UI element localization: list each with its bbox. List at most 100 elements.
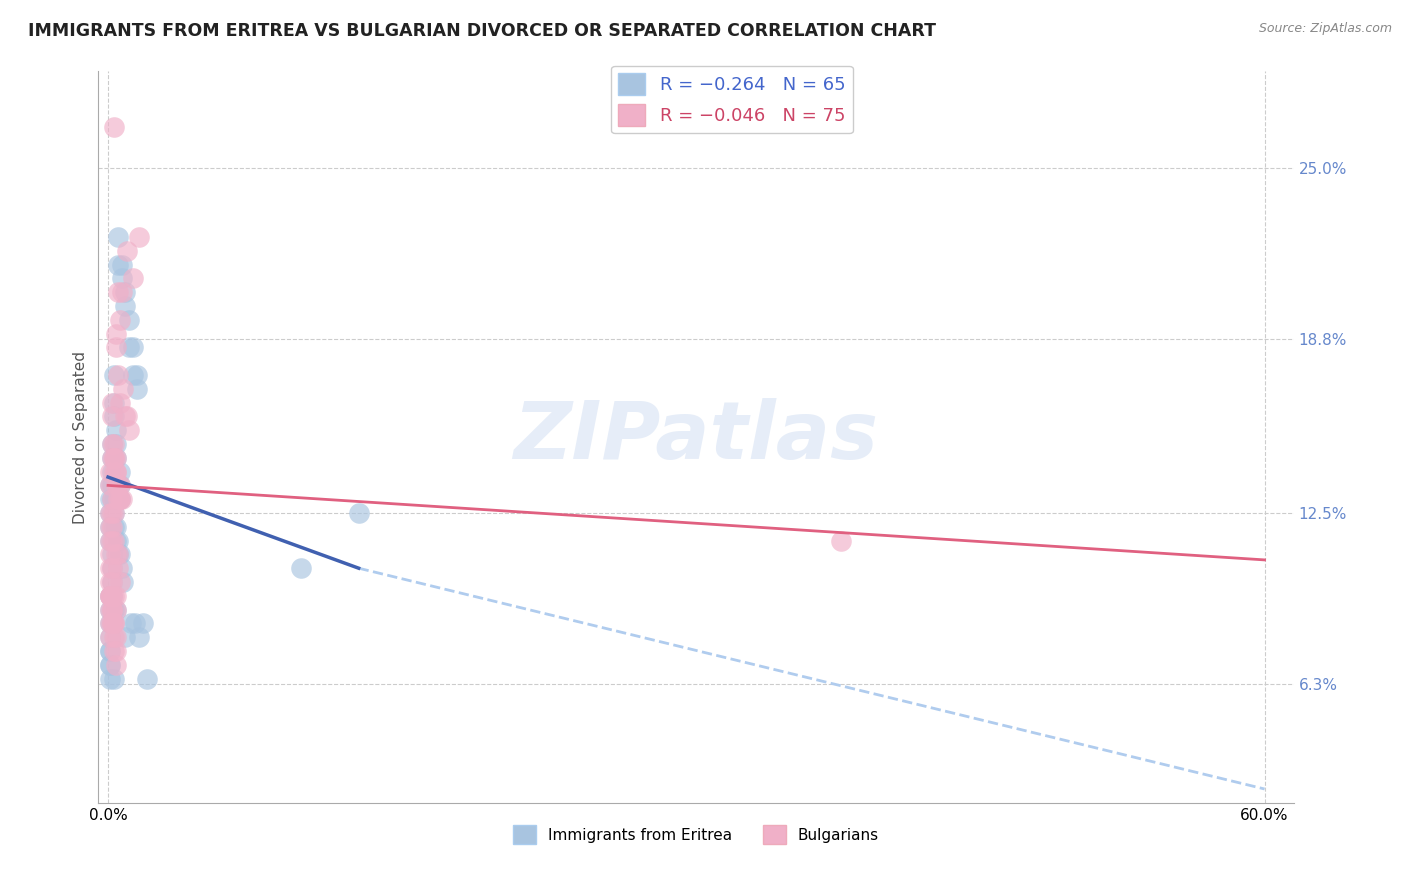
Point [103,120,125,134]
Point [101,548,124,562]
Point [125,382,148,396]
Point [108,395,131,409]
Point [135,672,157,686]
Point [104,326,127,341]
Point [104,340,127,354]
Point [118,423,141,437]
Point [114,630,136,644]
Point [101,492,124,507]
Point [101,602,124,616]
Point [104,548,127,562]
Point [98,589,121,603]
Point [101,492,124,507]
Point [103,506,125,520]
Point [101,450,124,465]
Point [104,450,127,465]
Point [110,561,132,575]
Point [98,465,121,479]
Point [117,244,139,258]
Point [101,574,124,589]
Point [108,548,131,562]
Point [114,285,136,300]
Point [104,602,127,616]
Point [101,437,124,451]
Point [112,382,135,396]
Point [104,644,127,658]
Point [110,492,132,507]
Point [98,589,121,603]
Point [107,478,129,492]
Point [107,561,129,575]
Legend: Immigrants from Eritrea, Bulgarians: Immigrants from Eritrea, Bulgarians [506,819,886,850]
Point [98,561,121,575]
Point [98,574,121,589]
Point [103,644,125,658]
Point [101,574,124,589]
Point [101,533,124,548]
Point [98,589,121,603]
Point [103,450,125,465]
Point [98,506,121,520]
Point [98,520,121,534]
Point [104,465,127,479]
Point [98,644,121,658]
Point [107,548,129,562]
Point [108,312,131,326]
Point [108,492,131,507]
Point [98,672,121,686]
Point [110,258,132,272]
Point [108,478,131,492]
Point [128,230,150,244]
Point [108,574,131,589]
Point [98,533,121,548]
Point [107,533,129,548]
Point [108,465,131,479]
Point [101,520,124,534]
Text: ZIPatlas: ZIPatlas [513,398,879,476]
Point [101,478,124,492]
Point [108,478,131,492]
Point [122,368,145,382]
Point [103,630,125,644]
Point [108,492,131,507]
Point [118,340,141,354]
Point [98,478,121,492]
Point [98,548,121,562]
Point [98,657,121,672]
Point [101,409,124,424]
Point [98,602,121,616]
Point [103,589,125,603]
Point [101,506,124,520]
Point [103,672,125,686]
Point [98,478,121,492]
Point [107,258,129,272]
Point [98,506,121,520]
Point [98,616,121,631]
Point [103,602,125,616]
Point [830,533,852,548]
Point [103,492,125,507]
Point [101,450,124,465]
Point [107,548,129,562]
Point [101,561,124,575]
Point [101,602,124,616]
Point [104,657,127,672]
Point [120,616,142,631]
Point [104,520,127,534]
Point [104,450,127,465]
Point [98,630,121,644]
Point [104,589,127,603]
Point [118,312,141,326]
Point [125,368,148,382]
Point [103,533,125,548]
Point [107,285,129,300]
Point [104,423,127,437]
Point [104,437,127,451]
Point [107,492,129,507]
Point [103,616,125,631]
Point [104,630,127,644]
Point [98,616,121,631]
Point [124,616,146,631]
Point [104,478,127,492]
Point [101,616,124,631]
